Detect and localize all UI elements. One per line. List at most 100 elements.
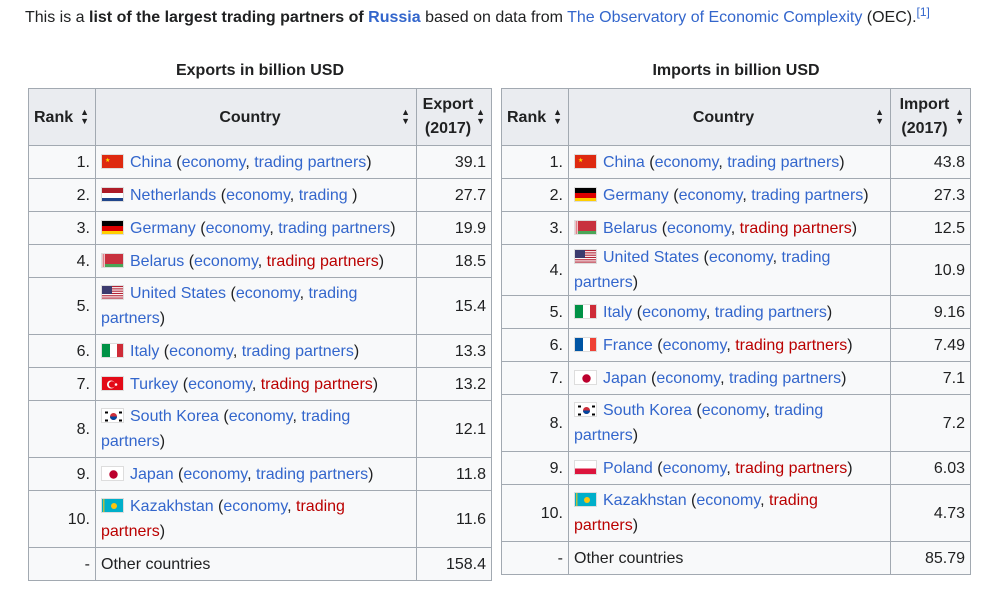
country-link[interactable]: Italy [603,303,633,321]
oec-link[interactable]: The Observatory of Economic Complexity [567,9,863,26]
rank-header-label: Rank [34,108,74,126]
sort-icon[interactable]: ▲ ▼ [875,107,884,126]
country-link[interactable]: Japan [603,369,647,387]
economy-link[interactable]: economy [235,285,300,302]
trading-partners-link[interactable]: trading partners [739,219,852,237]
separator: , [269,219,279,237]
svg-text:★: ★ [578,157,583,164]
economy-link[interactable]: economy [226,186,290,204]
economy-link[interactable]: economy [678,186,743,204]
rank-cell: 8. [501,394,569,452]
table-row: 5. Italy (economy, trading partners) 9.16 [501,295,971,329]
country-link[interactable]: China [130,153,172,171]
country-link[interactable]: Germany [130,219,196,237]
trading-partners-link[interactable]: trading partners [266,252,379,270]
economy-link[interactable]: economy [183,465,248,483]
economy-link[interactable]: economy [667,219,731,237]
reference-link[interactable]: [1] [916,5,930,19]
rank-cell: 6. [28,334,96,368]
sort-icon[interactable]: ▲ ▼ [476,107,485,126]
rank-cell: 2. [28,178,96,212]
trading-partners-link[interactable]: trading partners [241,342,354,360]
country-link[interactable]: Germany [603,186,669,204]
country-link[interactable]: France [603,336,653,354]
value-header[interactable]: Import (2017) ▲ ▼ [890,88,971,146]
trading-partners-link[interactable]: trading partners [751,186,864,204]
trading-partners-link[interactable]: trading partners [729,369,842,387]
country-link[interactable]: South Korea [130,408,219,425]
country-cell: Japan (economy, trading partners) [95,457,417,491]
trading-partners-link[interactable]: trading partners [714,303,827,321]
country-link[interactable]: China [603,153,645,171]
trading-partners-link[interactable]: trading [298,186,353,204]
trading-partners-link[interactable]: trading partners [278,219,391,237]
trading-partners-link[interactable]: trading partners [735,459,848,477]
economy-link[interactable]: economy [696,492,761,509]
economy-link[interactable]: economy [662,336,727,354]
trading-partners-link[interactable]: trading partners [735,336,848,354]
country-link[interactable]: Belarus [603,219,658,237]
intro-text-2: based on data from [420,9,568,26]
economy-link[interactable]: economy [701,402,766,419]
sort-icon[interactable]: ▲ ▼ [955,107,964,126]
russia-link[interactable]: Russia [368,9,421,26]
economy-link[interactable]: economy [662,459,727,477]
economy-link[interactable]: economy [708,249,773,266]
sort-icon[interactable]: ▲ ▼ [80,107,89,126]
country-cell: ★ China (economy, trading partners) [95,145,417,179]
trading-partners-link[interactable]: trading partners [260,375,373,393]
country-link[interactable]: Belarus [130,252,185,270]
economy-link[interactable]: economy [205,219,270,237]
value-cell: 18.5 [416,244,492,278]
economy-link[interactable]: economy [654,153,719,171]
trading-partners-link[interactable]: trading partners [727,153,840,171]
country-cell: United States (economy, trading partners… [95,277,417,335]
country-header[interactable]: Country ▲ ▼ [95,88,417,146]
country-link[interactable]: Netherlands [130,186,217,204]
table-row: 3. Germany (economy, trading partners) 19.… [28,211,492,245]
kazakhstan-flag-icon [574,492,597,507]
country-link[interactable]: South Korea [603,402,692,419]
country-header[interactable]: Country ▲ ▼ [568,88,891,146]
country-link[interactable]: United States [603,249,700,266]
other-countries-row: - Other countries 158.4 [28,547,492,581]
value-cell: 158.4 [416,547,492,581]
country-link[interactable]: Kazakhstan [603,492,687,509]
economy-link[interactable]: economy [642,303,706,321]
sort-icon[interactable]: ▲ ▼ [401,107,410,126]
country-link[interactable]: United States [130,285,227,302]
country-link[interactable]: Kazakhstan [130,498,214,515]
trading-partners-link[interactable]: trading partners [101,285,358,327]
economy-link[interactable]: economy [223,498,288,515]
country-link[interactable]: Japan [130,465,174,483]
value-header[interactable]: Export (2017) ▲ ▼ [416,88,492,146]
rank-header[interactable]: Rank ▲ ▼ [501,88,569,146]
economy-link[interactable]: economy [169,342,233,360]
rank-cell: 10. [28,490,96,548]
rank-cell: - [501,541,569,575]
country-link[interactable]: Italy [130,342,160,360]
trading-partners-link[interactable]: trading partners [256,465,369,483]
country-link[interactable]: Poland [603,459,653,477]
trading-partners-link[interactable]: trading partners [101,498,345,540]
trading-partners-link[interactable]: trading partners [574,249,831,291]
intro-paragraph: This is a list of the largest trading pa… [25,6,930,30]
economy-link[interactable]: economy [181,153,246,171]
rank-header[interactable]: Rank ▲ ▼ [28,88,96,146]
trading-partners-link[interactable]: trading partners [254,153,367,171]
trading-partners-link[interactable]: trading partners [574,492,818,534]
economy-link[interactable]: economy [194,252,258,270]
economy-link[interactable]: economy [656,369,721,387]
economy-link[interactable]: economy [188,375,252,393]
rank-cell: 7. [28,367,96,401]
value-cell: 13.2 [416,367,492,401]
trading-partners-link[interactable]: trading partners [101,408,351,450]
intro-bold: list of the largest trading partners of … [89,9,421,26]
value-header-year: (2017) [424,120,472,137]
economy-link[interactable]: economy [228,408,293,425]
sort-icon[interactable]: ▲ ▼ [553,107,562,126]
trading-partners-link[interactable]: trading partners [574,402,824,444]
country-link[interactable]: Turkey [130,375,179,393]
belarus-flag-icon [574,219,597,235]
table-row: 5. United States (economy, trading partne… [28,277,492,335]
